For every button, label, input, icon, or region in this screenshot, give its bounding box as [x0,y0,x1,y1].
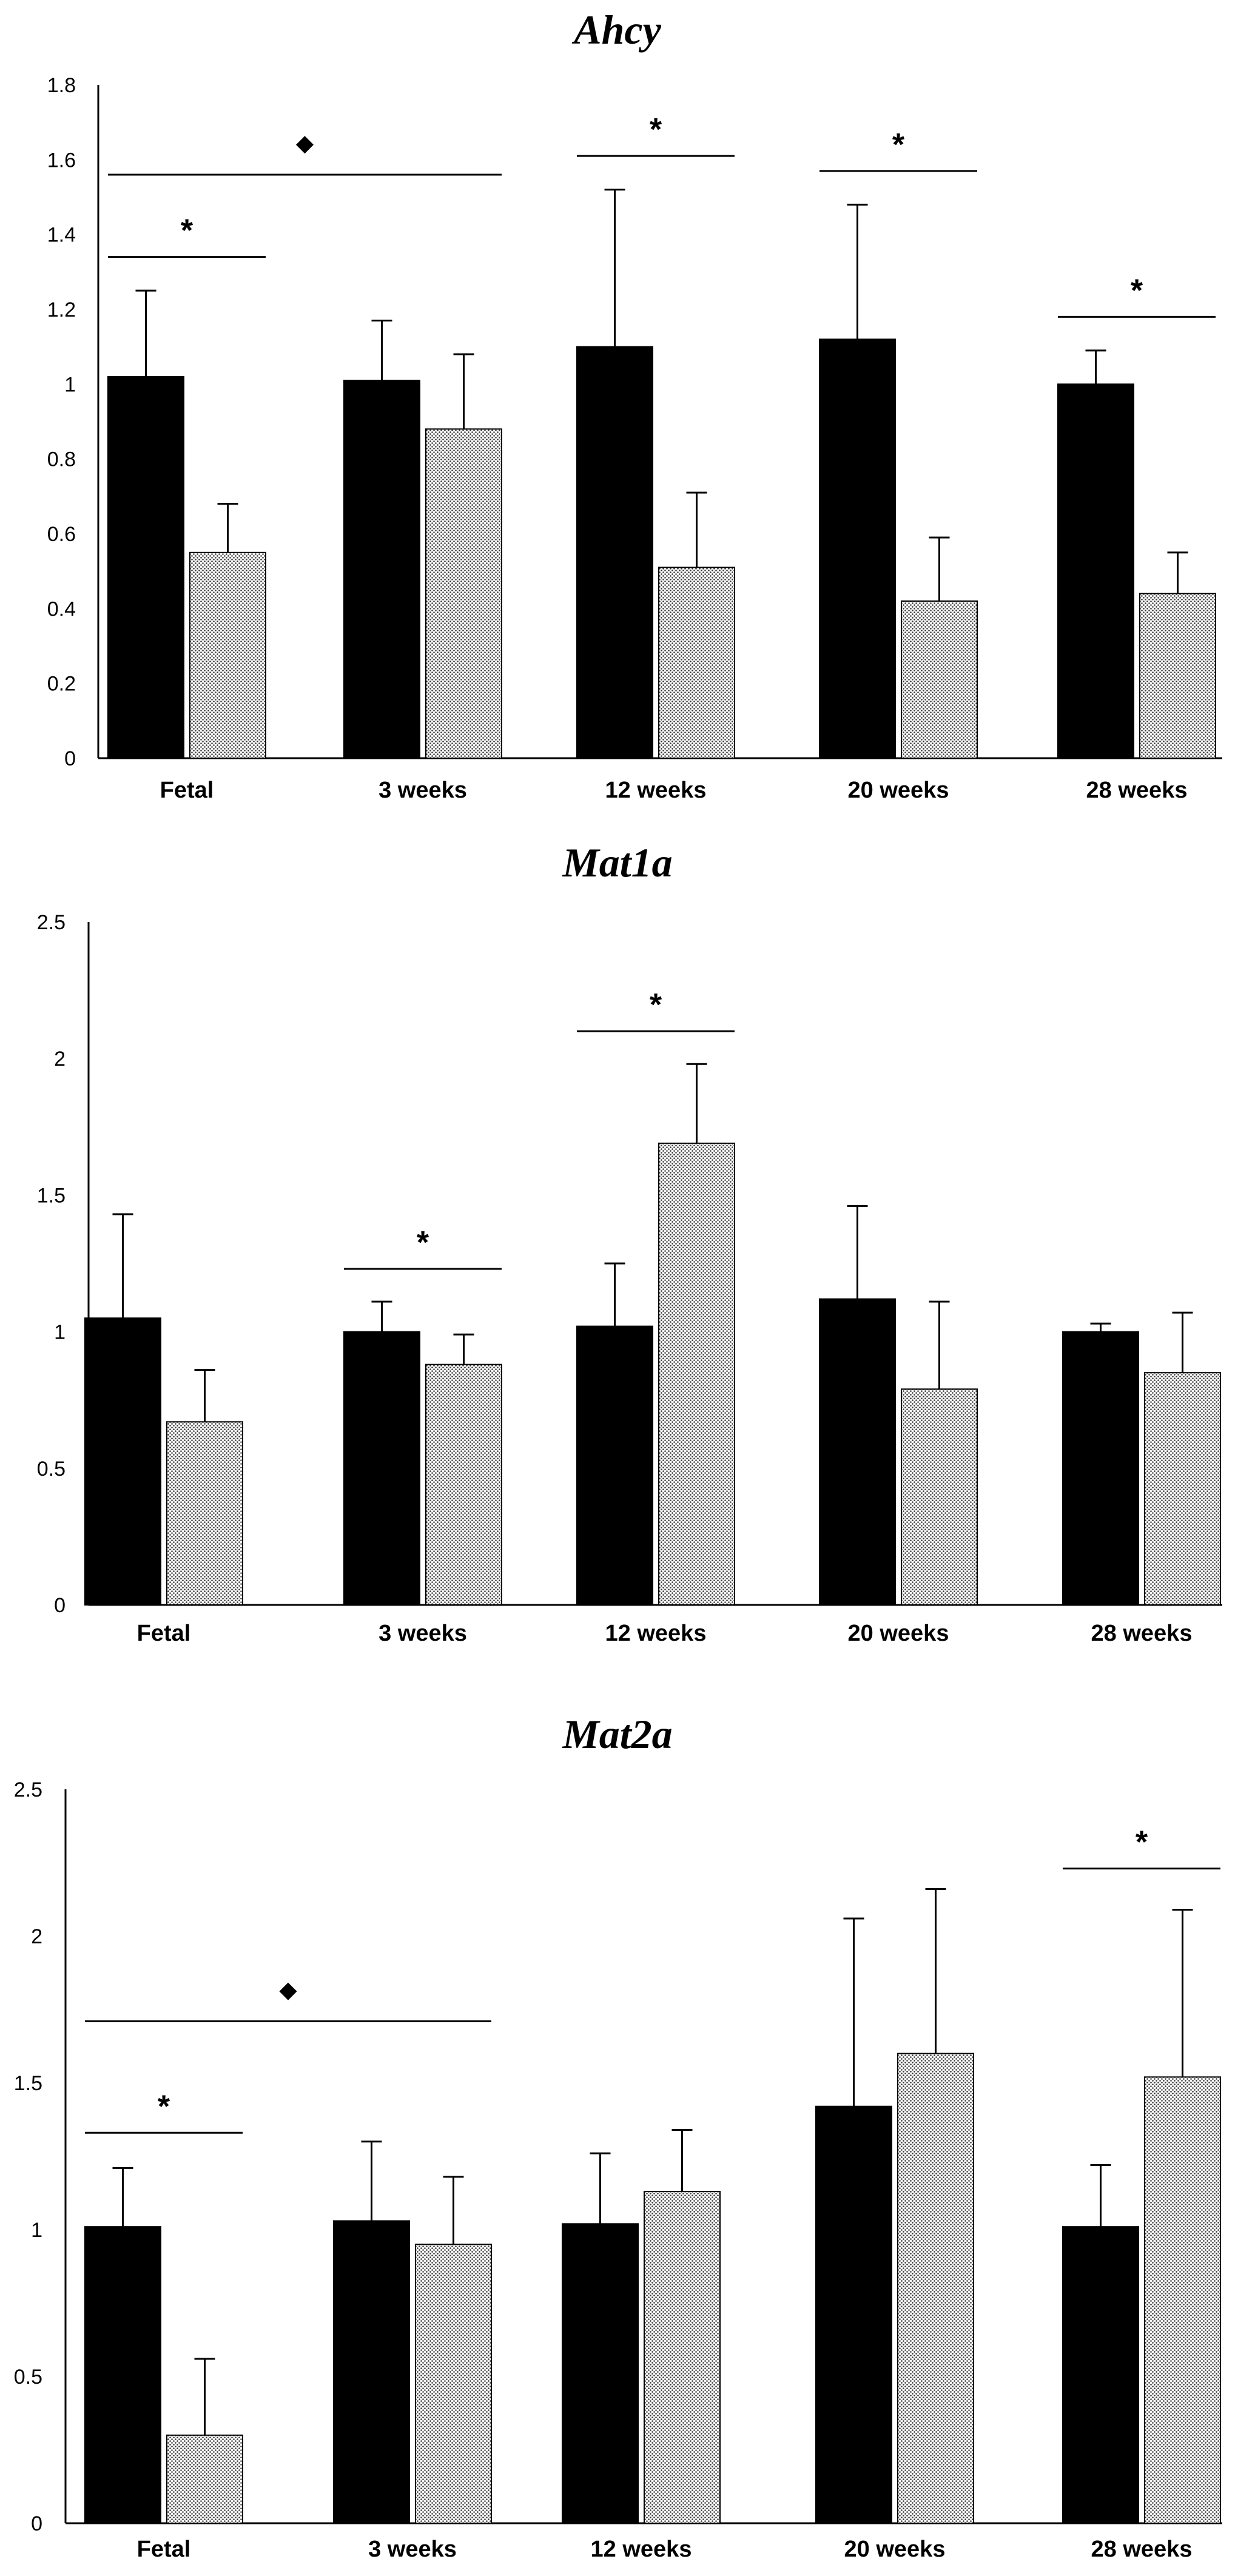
category-label: 20 weeks [848,778,949,803]
chart-mat2a: Mat2a 0 0.5 1 1.5 2 2.5 Fetal 3 weeks 12 weeks 20 … [14,1711,1222,2562]
bar-treated [658,1142,735,1606]
bar-treated [897,2053,974,2524]
bar-control [84,2226,161,2524]
bar-control [1062,1331,1139,1606]
category-label: Fetal [137,2537,191,2562]
bar-treated [415,2244,492,2524]
chart-title: Ahcy [571,7,661,53]
category-label: 3 weeks [368,2537,457,2562]
bar-treated [901,600,978,759]
bar-treated [1144,1372,1221,1606]
chart-title: Mat2a [562,1711,672,1757]
category-label: 28 weeks [1086,778,1188,803]
y-tick-label: 1 [64,373,76,396]
significance-star: * [650,112,662,147]
y-tick-label: 1.2 [47,298,76,321]
y-tick-label: 2.5 [37,911,66,934]
category-label: 28 weeks [1091,2537,1193,2562]
bar-treated [166,2434,243,2524]
bar-control [1062,2226,1139,2524]
category-label: 12 weeks [605,1621,707,1646]
y-tick-label: 0 [64,747,76,770]
y-tick-label: 0 [31,2512,42,2535]
bar-control [576,1325,653,1606]
category-label: 12 weeks [591,2537,692,2562]
y-tick-label: 2.5 [14,1778,42,1801]
bar-treated [166,1421,243,1606]
bar-treated [901,1388,978,1606]
significance-star: * [650,987,662,1023]
bar-treated [1139,593,1216,759]
significance-star: * [1131,273,1143,308]
y-tick-label: 0.6 [47,523,76,546]
bar-control [343,380,420,759]
bar-treated [189,551,266,759]
y-tick-label: 1 [54,1321,66,1344]
bar-control [84,1317,161,1606]
significance-diamond: ◆ [296,130,314,155]
bar-control [333,2220,410,2524]
bar-control [562,2223,639,2524]
chart-mat1a: Mat1a 0 0.5 1 1.5 2 2.5 Fetal 3 weeks 12 weeks 20 … [37,839,1222,1646]
bar-control [819,338,896,759]
significance-star: * [158,2089,170,2124]
bar-control [343,1331,420,1606]
y-tick-label: 1.6 [47,149,76,172]
bar-control [819,1298,896,1606]
y-tick-label: 1.4 [47,224,76,247]
y-tick-label: 0.5 [14,2366,42,2389]
category-label: 28 weeks [1091,1621,1193,1646]
category-label: 3 weeks [379,1621,467,1646]
chart-title: Mat1a [562,839,672,886]
significance-diamond: ◆ [279,1977,297,2002]
significance-star: * [892,127,905,163]
y-tick-label: 1.5 [14,2072,42,2095]
category-label: 20 weeks [848,1621,949,1646]
bar-treated [425,428,502,759]
category-label: 12 weeks [605,778,707,803]
y-tick-label: 2 [31,1925,42,1948]
y-tick-label: 1.8 [47,74,76,97]
bar-control [815,2105,892,2524]
significance-star: * [181,214,193,249]
y-tick-label: 0.5 [37,1458,66,1481]
y-tick-label: 0 [54,1594,66,1617]
bar-control [107,376,184,759]
category-label: 20 weeks [844,2537,946,2562]
y-tick-label: 2 [54,1048,66,1071]
category-label: Fetal [137,1621,191,1646]
bar-treated [425,1364,502,1606]
category-label: 3 weeks [379,778,467,803]
category-label: Fetal [160,778,214,803]
y-tick-label: 0.8 [47,448,76,471]
bar-treated [644,2191,721,2524]
bar-control [576,346,653,759]
chart-ahcy: Ahcy 0 0.2 0.4 0.6 0.8 1 1.2 1.4 1.6 1.8 Fetal 3 wee… [47,7,1222,803]
significance-star: * [417,1225,429,1260]
y-tick-label: 0.2 [47,673,76,696]
y-tick-label: 1 [31,2219,42,2242]
bar-control [1057,383,1134,759]
significance-star: * [1136,1825,1148,1860]
y-tick-label: 1.5 [37,1184,66,1207]
y-tick-label: 0.4 [47,597,76,620]
bar-treated [658,567,735,759]
bar-treated [1144,2076,1221,2524]
